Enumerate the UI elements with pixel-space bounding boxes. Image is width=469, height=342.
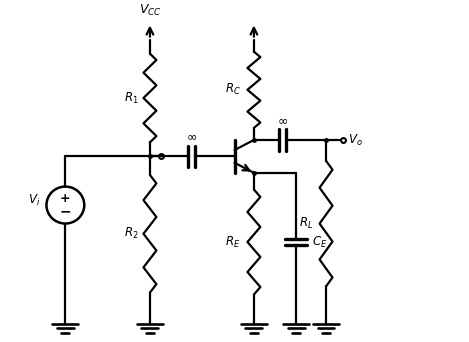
Text: $\infty$: $\infty$ bbox=[186, 130, 197, 143]
Text: $V_i$: $V_i$ bbox=[28, 193, 40, 208]
Text: $R_2$: $R_2$ bbox=[124, 226, 138, 241]
Text: $R_C$: $R_C$ bbox=[225, 82, 241, 97]
Text: $R_1$: $R_1$ bbox=[124, 91, 138, 106]
Text: $R_E$: $R_E$ bbox=[225, 235, 241, 250]
Text: $V_o$: $V_o$ bbox=[348, 132, 363, 147]
Text: $R_L$: $R_L$ bbox=[299, 216, 313, 231]
Text: $\infty$: $\infty$ bbox=[277, 114, 288, 127]
Text: $V_{CC}$: $V_{CC}$ bbox=[138, 3, 161, 18]
Text: $C_E$: $C_E$ bbox=[312, 235, 327, 250]
Text: +: + bbox=[60, 192, 71, 205]
Text: −: − bbox=[60, 205, 71, 219]
